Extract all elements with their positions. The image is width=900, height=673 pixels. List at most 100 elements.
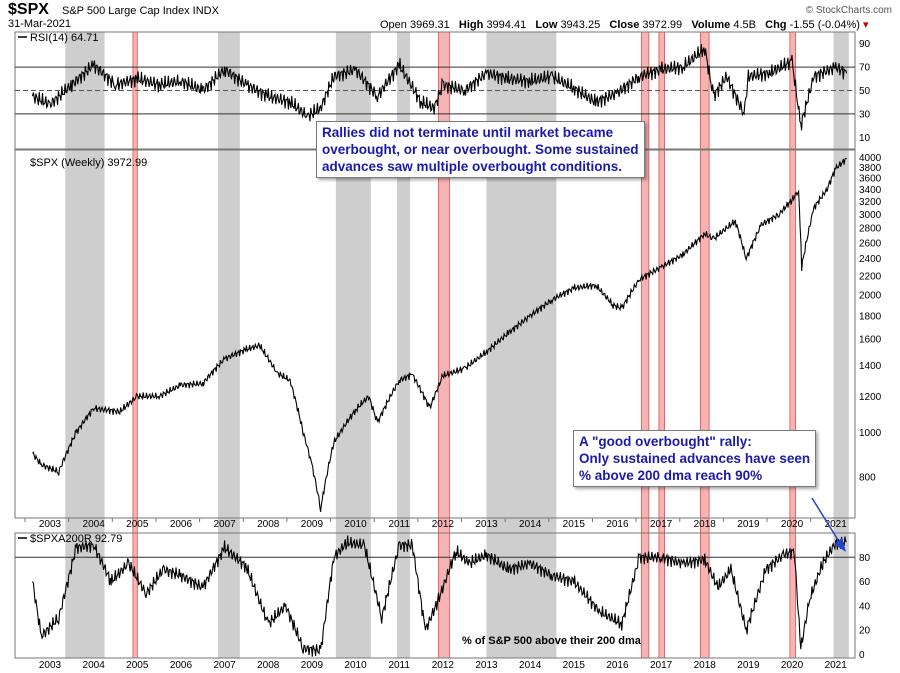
chart-date: 31-Mar-2021 [8,18,71,30]
year-label-bottom-2008: 2008 [257,660,280,671]
close-value: 3972.99 [642,19,683,31]
price-tick-2200: 2200 [859,271,882,282]
gray-band-0 [65,32,105,658]
breadth-note: % of S&P 500 above their 200 dma [462,635,642,647]
price-tick-2000: 2000 [859,290,882,301]
year-label-2011: 2011 [388,519,410,530]
high-value: 3994.41 [486,19,527,31]
price-tick-1600: 1600 [859,335,882,346]
year-label-bottom-2010: 2010 [344,660,367,671]
red-band-0 [132,31,138,659]
rsi-tick-90: 90 [859,39,871,50]
rsi-tick-10: 10 [859,133,871,144]
year-label-bottom-2007: 2007 [213,660,236,671]
low-label: Low [535,19,558,31]
year-label-bottom-2004: 2004 [83,660,106,671]
breadth-tick-60: 60 [859,577,871,588]
year-label-2017: 2017 [650,519,673,530]
breadth-series-line [32,535,847,657]
year-label-2020: 2020 [781,519,804,530]
gray-band-3 [397,32,411,658]
low-value: 3943.25 [560,19,601,31]
year-label-2018: 2018 [694,519,717,530]
breadth-tick-80: 80 [859,553,871,564]
year-label-2019: 2019 [737,519,760,530]
year-label-2013: 2013 [475,519,498,530]
price-tick-2600: 2600 [859,238,882,249]
price-legend: $SPX (Weekly) 3972.99 [30,157,147,169]
close-label: Close [609,19,640,31]
price-tick-2400: 2400 [859,254,882,265]
year-label-2007: 2007 [213,519,236,530]
high-label: High [458,19,484,31]
rsi-tick-30: 30 [859,109,871,120]
chg-value: -1.55 (-0.04%) [789,19,860,31]
rsi-legend: RSI(14) 64.71 [30,32,98,44]
year-label-bottom-2020: 2020 [781,660,804,671]
breadth-tick-20: 20 [859,626,871,637]
top-callout: Rallies did not terminate until market b… [316,121,645,178]
symbol-title: $SPX [8,1,49,18]
year-label-bottom-2015: 2015 [563,660,586,671]
chg-label: Chg [765,19,787,31]
year-label-bottom-2019: 2019 [737,660,760,671]
price-tick-3400: 3400 [859,185,882,196]
year-label-2003: 2003 [39,519,62,530]
year-label-2016: 2016 [606,519,629,530]
year-label-bottom-2014: 2014 [519,660,542,671]
breadth-panel-frame [14,532,856,659]
volume-label: Volume [691,19,731,31]
year-label-2015: 2015 [563,519,586,530]
volume-value: 4.5B [733,19,756,31]
year-label-2006: 2006 [170,519,193,530]
gray-band-1 [218,32,240,658]
year-label-2010: 2010 [344,519,367,530]
year-label-bottom-2016: 2016 [606,660,629,671]
year-label-2009: 2009 [301,519,324,530]
year-label-bottom-2005: 2005 [126,660,149,671]
year-label-bottom-2003: 2003 [39,660,62,671]
price-tick-3800: 3800 [859,163,882,174]
symbol-description: S&P 500 Large Cap Index INDX [62,5,219,17]
year-label-bottom-2009: 2009 [301,660,324,671]
year-label-bottom-2018: 2018 [694,660,717,671]
price-tick-3600: 3600 [859,174,882,185]
year-label-bottom-2021: 2021 [825,660,848,671]
year-label-bottom-2011: 2011 [388,660,410,671]
callout-arrow-head [834,538,846,552]
price-tick-4000: 4000 [859,153,882,164]
rsi-tick-50: 50 [859,86,871,97]
price-tick-1400: 1400 [859,361,882,372]
rsi-tick-70: 70 [859,63,871,74]
year-label-bottom-2006: 2006 [170,660,193,671]
breadth-tick-0: 0 [859,650,865,661]
bottom-callout: A "good overbought" rally: Only sustaine… [573,430,817,487]
year-label-bottom-2012: 2012 [432,660,455,671]
price-tick-3200: 3200 [859,197,882,208]
open-label: Open [380,19,407,31]
year-label-2008: 2008 [257,519,280,530]
red-band-3 [658,31,665,659]
year-label-2014: 2014 [519,519,542,530]
breadth-tick-40: 40 [859,601,871,612]
price-tick-3000: 3000 [859,210,882,221]
price-tick-1800: 1800 [859,311,882,322]
price-series-line [32,157,847,512]
price-tick-1200: 1200 [859,392,882,403]
gray-band-5 [833,32,849,658]
copyright: © StockCharts.com [805,5,892,16]
year-label-bottom-2017: 2017 [650,660,673,671]
price-tick-2800: 2800 [859,224,882,235]
year-label-2005: 2005 [126,519,149,530]
price-stats: Open 3969.31 High 3994.41 Low 3943.25 Cl… [380,18,869,31]
year-label-2012: 2012 [432,519,455,530]
year-label-bottom-2013: 2013 [475,660,498,671]
callout-arrow-shaft [811,497,839,541]
open-value: 3969.31 [409,19,450,31]
breadth-legend: $SPXA200R 92.79 [30,533,122,545]
down-arrow-icon: ▾ [862,19,869,31]
year-label-2021: 2021 [825,519,848,530]
year-label-2004: 2004 [83,519,106,530]
rsi-series-line [31,44,848,131]
